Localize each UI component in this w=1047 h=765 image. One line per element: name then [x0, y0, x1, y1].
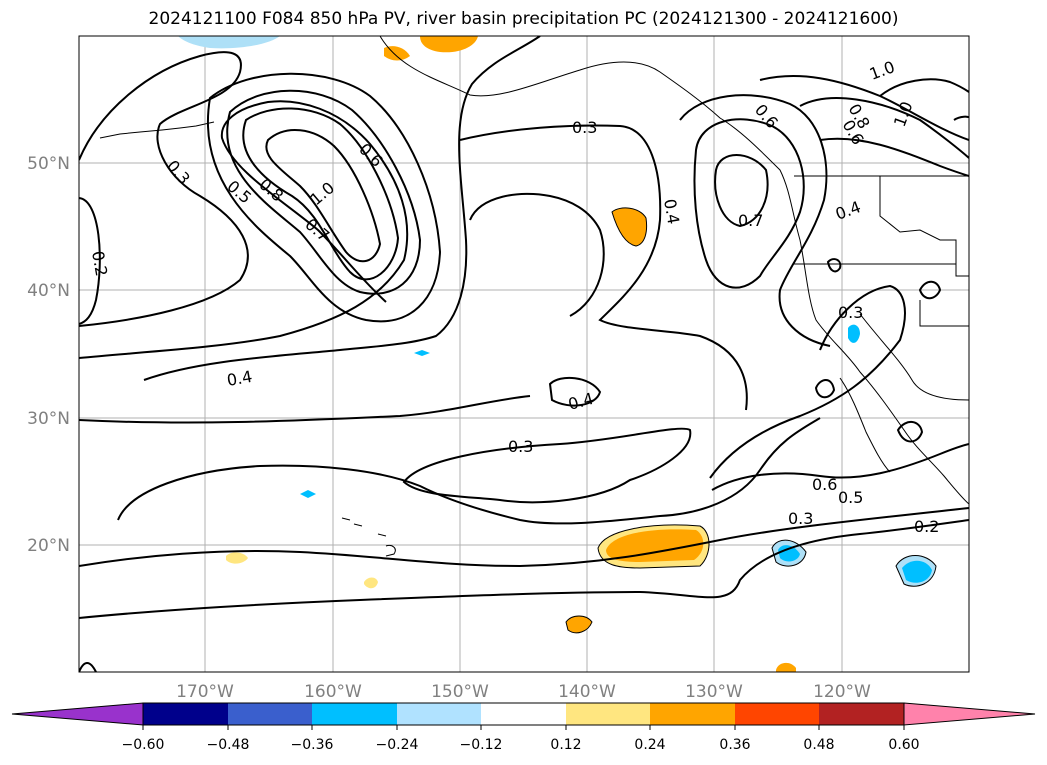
colorbar-tick-label: 0.12 [550, 737, 581, 753]
lat-label-40n: 40°N [27, 281, 70, 301]
shade-yellow-small [226, 552, 248, 564]
lon-label-160w: 160°W [304, 682, 362, 702]
colorbar-tick-label: −0.24 [376, 737, 419, 753]
map-border [78, 35, 970, 673]
pv-contours [79, 36, 969, 672]
contour-label: 0.3 [572, 118, 597, 137]
contour-label: 0.3 [838, 303, 863, 322]
shade-orange-top1 [420, 36, 478, 53]
colorbar-tick-label: −0.48 [207, 737, 250, 753]
colorbar-segment [566, 703, 650, 725]
colorbar: −0.60 −0.48 −0.36 −0.24 −0.12 0.12 0.24 … [11, 702, 1036, 753]
colorbar-tick-label: 0.48 [803, 737, 834, 753]
contour-label: 0.4 [660, 197, 683, 225]
colorbar-segment [397, 703, 481, 725]
colorbar-segment [650, 703, 735, 725]
colorbar-ticks [142, 725, 905, 730]
colorbar-tick-label: 0.24 [634, 737, 665, 753]
colorbar-segment [312, 703, 397, 725]
shade-blue-small3 [414, 350, 430, 356]
colorbar-segment [735, 703, 819, 725]
lat-label-20n: 20°N [27, 536, 70, 556]
longitude-labels: 170°W 160°W 150°W 140°W 130°W 120°W [176, 682, 871, 702]
contour-label: 0.5 [838, 488, 863, 507]
colorbar-segment [481, 703, 566, 725]
colorbar-segment [143, 703, 228, 725]
shade-blue-top [178, 36, 280, 49]
shade-blue-east-inner [778, 545, 800, 562]
contour-label: 0.3 [788, 509, 813, 528]
contour-label: 0.7 [738, 211, 763, 230]
lat-label-50n: 50°N [27, 154, 70, 174]
shade-blue-small1 [848, 324, 860, 343]
lon-label-120w: 120°W [813, 682, 871, 702]
colorbar-tick-label: −0.12 [460, 737, 503, 753]
colorbar-tick-label: −0.60 [122, 737, 165, 753]
colorbar-extend-high [903, 702, 1036, 726]
lon-label-150w: 150°W [431, 682, 489, 702]
latitude-labels: 50°N 40°N 30°N 20°N [27, 154, 70, 556]
figure-title: 2024121100 F084 850 hPa PV, river basin … [148, 9, 899, 29]
lat-label-30n: 30°N [27, 409, 70, 429]
contour-label: 0.6 [812, 475, 837, 494]
colorbar-segment [819, 703, 904, 725]
shade-blue-far-east-inner [902, 560, 932, 583]
colorbar-segment [228, 703, 312, 725]
shading-outlines [565, 207, 937, 634]
lon-label-170w: 170°W [176, 682, 234, 702]
lon-label-130w: 130°W [685, 682, 743, 702]
colorbar-tick-label: 0.36 [719, 737, 750, 753]
lon-label-140w: 140°W [558, 682, 616, 702]
contour-label: 0.4 [225, 367, 253, 390]
gridlines [79, 36, 969, 672]
shade-yellow-dot [364, 577, 378, 589]
shade-orange-bottom [776, 662, 796, 672]
map-area [79, 36, 969, 672]
contour-label: 0.3 [508, 437, 533, 456]
shade-orange-south [566, 616, 592, 633]
colorbar-extend-low [11, 702, 144, 726]
contour-label: 0.2 [914, 517, 939, 536]
colorbar-tick-label: −0.36 [291, 737, 334, 753]
shade-orange-north [612, 207, 647, 246]
shade-blue-small2 [300, 490, 316, 498]
shade-orange-central-inner [606, 529, 704, 562]
colorbar-tick-label: 0.60 [888, 737, 919, 753]
contour-label: 0.2 [88, 249, 111, 277]
